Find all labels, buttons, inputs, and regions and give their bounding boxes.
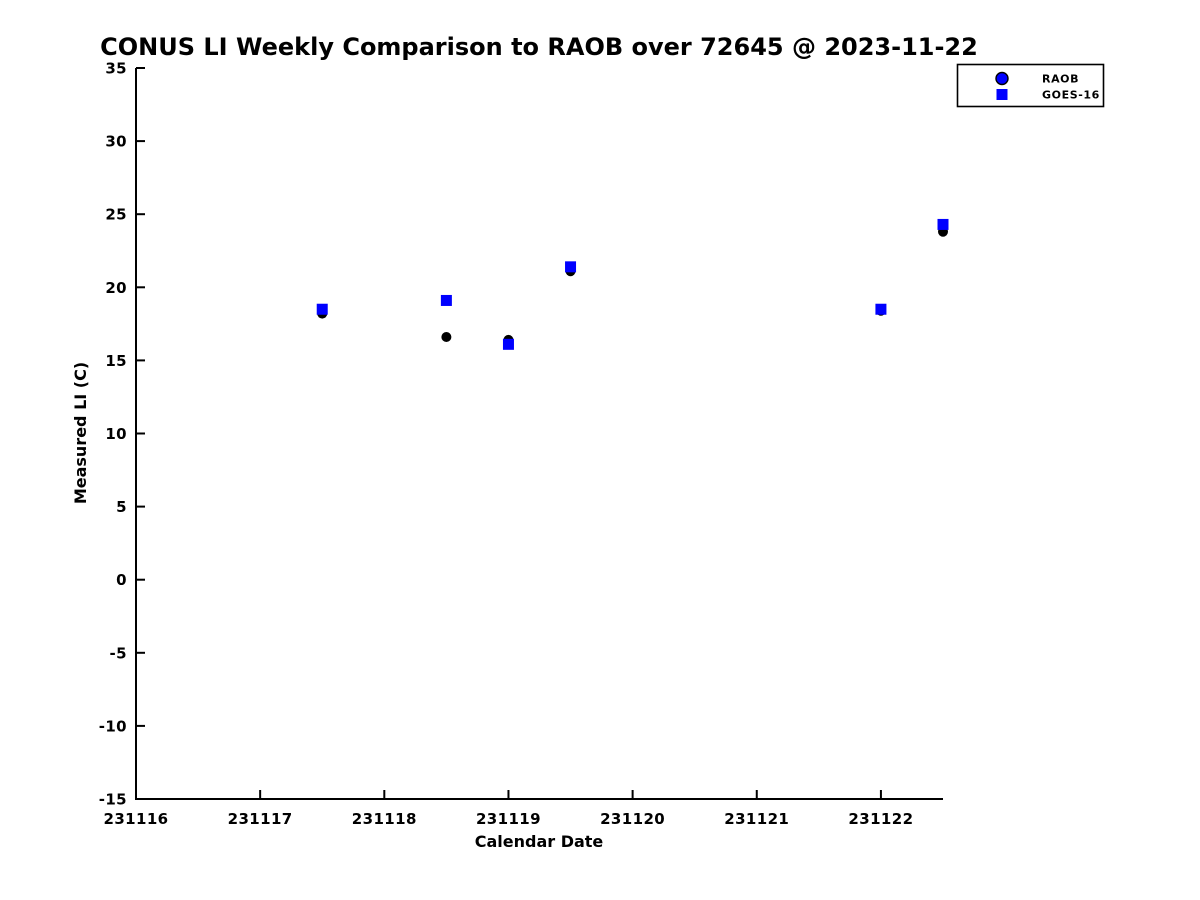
x-tick-label: 231119 xyxy=(476,810,541,828)
y-tick-label: 0 xyxy=(116,571,127,589)
legend-raob-label: RAOB xyxy=(1042,73,1079,86)
y-tick-label: 10 xyxy=(105,425,127,443)
y-axis-label: Measured LI (C) xyxy=(71,362,90,504)
x-tick-label: 231120 xyxy=(600,810,665,828)
x-tick-label: 231121 xyxy=(724,810,789,828)
y-tick-label: 5 xyxy=(116,498,127,516)
goes-16-point xyxy=(502,338,514,350)
x-tick-label: 231116 xyxy=(103,810,168,828)
legend: RAOB GOES-16 xyxy=(956,63,1105,108)
y-tick-label: 25 xyxy=(105,206,127,224)
y-tick-label: 35 xyxy=(105,60,127,78)
chart-title: CONUS LI Weekly Comparison to RAOB over … xyxy=(100,33,978,61)
y-tick-label: 20 xyxy=(105,279,127,297)
goes-16-point xyxy=(565,261,577,273)
x-axis-label: Calendar Date xyxy=(475,832,604,851)
x-tick-label: 231122 xyxy=(848,810,913,828)
legend-goes-16-label: GOES-16 xyxy=(1042,89,1100,102)
y-tick-label: -15 xyxy=(99,791,127,809)
data-points-layer xyxy=(316,218,949,350)
y-tick-label: 30 xyxy=(105,133,127,151)
y-tick-label: -5 xyxy=(110,644,127,662)
goes-16-point xyxy=(937,218,949,230)
x-tick-label: 231118 xyxy=(352,810,417,828)
y-tick-label: -10 xyxy=(99,717,127,735)
goes-16-point xyxy=(316,303,328,315)
goes-16-point xyxy=(440,294,452,306)
legend-box xyxy=(956,63,1105,108)
goes-16-point xyxy=(875,303,887,315)
legend-goes-16-marker-icon xyxy=(996,89,1008,100)
raob-point xyxy=(441,332,452,343)
x-tick-label: 231117 xyxy=(228,810,293,828)
legend-raob-marker-icon xyxy=(995,71,1009,86)
y-tick-label: 15 xyxy=(105,352,127,370)
